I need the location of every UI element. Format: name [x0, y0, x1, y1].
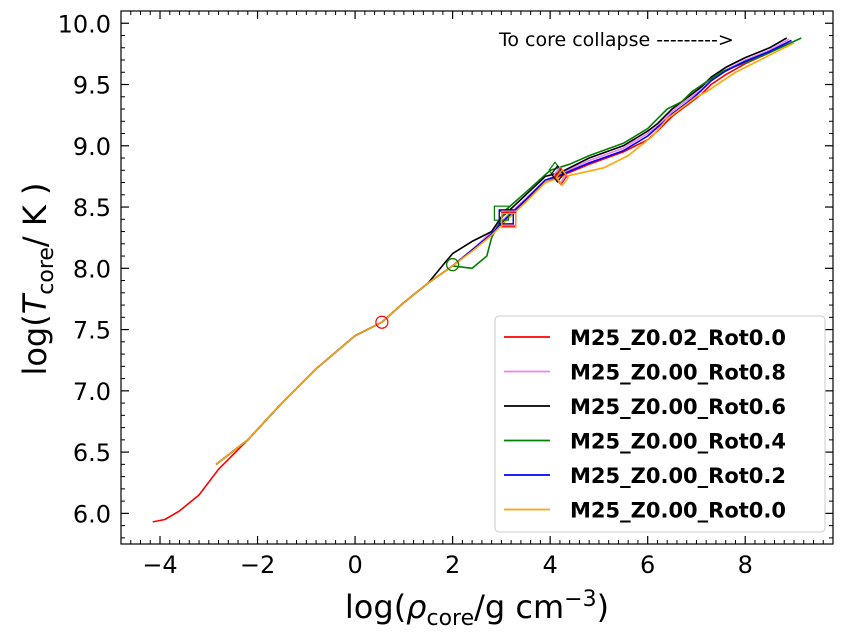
- marker-circle-m25-z0-00-rot0-4: [446, 258, 460, 272]
- y-tick-label: 8.5: [73, 194, 111, 222]
- y-tick-label: 6.0: [73, 500, 111, 528]
- annotation-core-collapse: To core collapse --------->: [498, 29, 734, 51]
- plot-frame: [120, 10, 834, 545]
- y-axis-label: log(Tcore/ K ): [16, 182, 59, 375]
- y-tick-label: 9.0: [73, 133, 111, 161]
- legend-label-m25-z0-00-rot0-6: M25_Z0.00_Rot0.6: [570, 395, 786, 419]
- legend-label-m25-z0-00-rot0-2: M25_Z0.00_Rot0.2: [570, 464, 786, 488]
- tick-layer: −4 −2 0 2 4 6 8 6.0 6.5 7.0 7.5 8.0 8.5 9.0 9.5 10.0: [58, 10, 834, 579]
- y-tick-label: 7.0: [73, 378, 111, 406]
- y-tick-label: 10.0: [58, 10, 111, 38]
- x-axis-label: log(ρcore/g cm−3): [345, 587, 609, 631]
- legend-label-m25-z0-00-rot0-8: M25_Z0.00_Rot0.8: [570, 361, 786, 385]
- y-tick-label: 7.5: [73, 317, 111, 345]
- series-layer: [152, 37, 802, 523]
- x-tick-label: −4: [142, 551, 177, 579]
- marker-layer: [375, 161, 570, 329]
- y-tick-label: 8.0: [73, 255, 111, 283]
- legend-label-m25-z0-00-rot0-4: M25_Z0.00_Rot0.4: [570, 430, 786, 454]
- x-tick-label: 4: [543, 551, 558, 579]
- legend-label-m25-z0-02-rot0-0: M25_Z0.02_Rot0.0: [570, 326, 786, 350]
- x-tick-label: 6: [640, 551, 655, 579]
- series-line-m25-z0-00-rot0-0: [215, 42, 795, 466]
- x-tick-label: 0: [347, 551, 362, 579]
- y-tick-label: 6.5: [73, 439, 111, 467]
- x-tick-label: 8: [738, 551, 753, 579]
- marker-circle-m25-z0-02-rot0-0: [375, 315, 389, 329]
- legend-box: [494, 315, 826, 533]
- marker-square-m25-z0-00-rot0-0: [501, 212, 517, 229]
- x-tick-label: −2: [240, 551, 275, 579]
- marker-diamond-m25-z0-00-rot0-0: [555, 168, 570, 187]
- legend-label-m25-z0-00-rot0-0: M25_Z0.00_Rot0.0: [570, 499, 786, 523]
- y-tick-label: 9.5: [73, 72, 111, 100]
- legend: M25_Z0.02_Rot0.0 M25_Z0.00_Rot0.8 M25_Z0.0…: [494, 315, 826, 533]
- x-tick-label: 2: [445, 551, 460, 579]
